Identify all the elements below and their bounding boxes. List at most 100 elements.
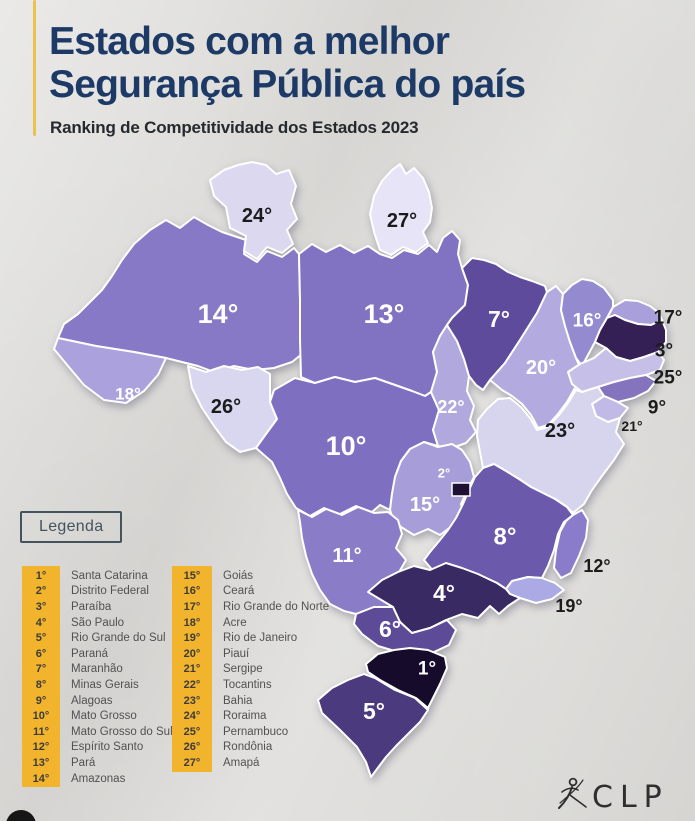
rank-label-rn: 17° [654, 308, 683, 329]
legend-item-rank: 11° [32, 725, 50, 738]
rank-label-sc: 1° [418, 659, 436, 680]
legend-item: 2° Distrito Federal [22, 584, 173, 600]
legend-item-rank: 21° [183, 663, 201, 676]
legend-item: 25° Pernambuco [172, 724, 329, 740]
legend-item: 7° Maranhão [22, 662, 173, 678]
rank-label-to: 22° [437, 397, 464, 417]
rank-label-rj: 19° [555, 596, 582, 616]
legend-item: 27° Amapá [172, 755, 329, 771]
legend-item: 6° Paraná [22, 646, 173, 662]
legend-column-2: 15° Goiás 16° Ceará 17° Rio Grande do Norte 18… [172, 568, 329, 771]
corner-dot [6, 810, 36, 821]
legend-item-name: Espírito Santo [71, 741, 144, 754]
legend-item: 10° Mato Grosso [22, 708, 173, 724]
legend-item: 18° Acre [172, 615, 329, 631]
legend-item-name: Pernambuco [223, 725, 289, 738]
legend-item-name: Alagoas [71, 694, 113, 707]
legend-item-name: Ceará [223, 585, 255, 598]
legend-item-rank: 4° [35, 616, 47, 629]
legend-item: 13° Pará [22, 755, 173, 771]
legend-item-name: Paraíba [71, 600, 112, 613]
legend-item-rank: 6° [35, 647, 47, 660]
legend-item-rank: 26° [183, 741, 201, 754]
title-line-2: Segurança Pública do país [49, 63, 526, 106]
legend-item-name: Amazonas [71, 772, 126, 785]
page-subtitle: Ranking de Competitividade dos Estados 2… [50, 118, 419, 137]
rank-label-pi: 20° [526, 357, 556, 379]
legend-item: 23° Bahia [172, 693, 329, 709]
legend-item-rank: 25° [183, 725, 201, 738]
legend-item-rank: 20° [183, 647, 201, 660]
accent-bar [33, 0, 36, 136]
clp-logo-text: CLP [592, 780, 669, 815]
legend-item: 20° Piauí [172, 646, 329, 662]
legend-item-rank: 5° [35, 632, 47, 645]
rank-label-pa: 13° [364, 299, 405, 329]
legend-item-rank: 8° [35, 678, 47, 691]
legend-item-name: Mato Grosso do Sul [71, 725, 173, 738]
legend-item-rank: 10° [32, 710, 50, 723]
legend-item-name: Goiás [223, 569, 254, 582]
rank-label-rr: 24° [242, 205, 272, 227]
legend-item: 1° Santa Catarina [22, 568, 173, 584]
state-df [451, 482, 471, 497]
rank-label-pe: 25° [654, 368, 683, 389]
rank-label-mg: 8° [494, 524, 517, 551]
legend-item-name: Maranhão [71, 663, 123, 676]
rank-label-pr: 6° [379, 616, 401, 642]
legend-item: 12° Espírito Santo [22, 740, 173, 756]
legend-item: 26° Rondônia [172, 740, 329, 756]
legend-item-rank: 17° [183, 600, 201, 613]
legend-item-rank: 24° [183, 710, 201, 723]
rank-label-sp: 4° [433, 580, 455, 606]
rank-label-ms: 11° [332, 545, 361, 567]
state-rr [209, 161, 298, 260]
legend-item-name: Rondônia [223, 741, 273, 754]
legend-item: 24° Roraima [172, 708, 329, 724]
rank-label-go: 15° [410, 494, 440, 516]
rank-label-rs: 5° [363, 698, 385, 724]
rank-label-es: 12° [583, 556, 610, 576]
legend-item-rank: 23° [183, 694, 201, 707]
legend-item-name: Mato Grosso [71, 710, 137, 723]
legend-item-name: Tocantins [223, 678, 272, 691]
rank-label-ba: 23° [545, 420, 575, 442]
legend-item-rank: 12° [32, 741, 50, 754]
legend-item-rank: 14° [32, 772, 50, 785]
legend-item: 3° Paraíba [22, 599, 173, 615]
legend-item: 4° São Paulo [22, 615, 173, 631]
legend-item-rank: 7° [35, 663, 47, 676]
legend-item-rank: 16° [183, 585, 201, 598]
legend-item-name: Piauí [223, 647, 250, 660]
map-rank-labels: 14° 13° 24° 27° 18° 26° 10° 22° 7° 20° 16° 17° 3° 25°… [115, 205, 682, 724]
legend-title-box: Legenda [20, 511, 123, 543]
legend-item-name: Acre [223, 616, 247, 629]
legend-item-name: Santa Catarina [71, 569, 148, 582]
title-line-1: Estados com a melhor [49, 20, 450, 63]
legend-item: 11° Mato Grosso do Sul [22, 724, 173, 740]
legend-item-name: Distrito Federal [71, 585, 149, 598]
page-title: Estados com a melhor Segurança Pública d… [49, 20, 526, 106]
rank-label-mt: 10° [326, 431, 367, 461]
rank-label-ro: 26° [211, 396, 241, 418]
legend-item-rank: 13° [32, 756, 50, 769]
state-am [57, 216, 303, 373]
legend-title: Legenda [39, 518, 104, 535]
legend-item: 19° Rio de Janeiro [172, 630, 329, 646]
state-ap [369, 163, 433, 256]
legend-item-rank: 9° [35, 694, 47, 707]
state-es [553, 509, 589, 579]
rank-label-pb: 3° [655, 341, 673, 362]
rank-label-ap: 27° [387, 210, 417, 232]
state-sc [365, 647, 448, 709]
legend-item-rank: 2° [35, 585, 47, 598]
legend-item-rank: 19° [183, 632, 201, 645]
legend-item-name: Roraima [223, 710, 267, 723]
state-shapes [53, 161, 667, 778]
legend-rank-strip-2 [172, 566, 212, 772]
legend-item-rank: 18° [183, 616, 201, 629]
state-ac [53, 337, 167, 404]
legend-item-rank: 27° [183, 756, 201, 769]
